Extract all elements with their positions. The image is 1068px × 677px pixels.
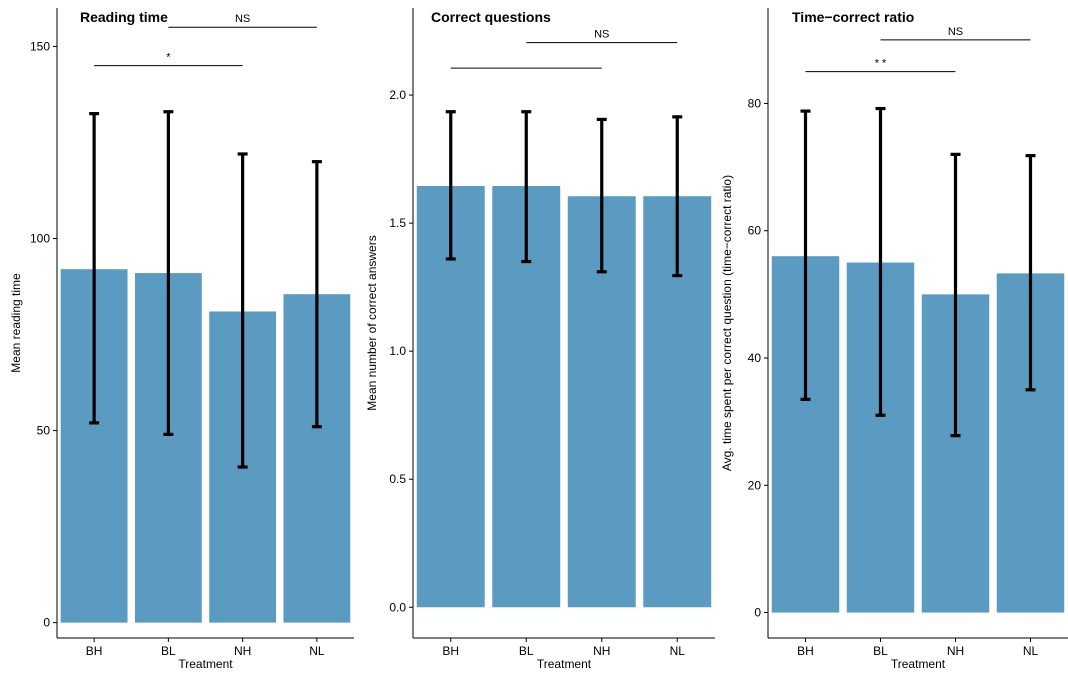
error-bar-nh (237, 152, 248, 469)
x-tick-label: NH (947, 644, 964, 658)
y-tick-label: 40 (748, 351, 762, 365)
significance-label: * * (875, 58, 887, 70)
panel-2: NS 0.0 0.5 1.0 1.5 2.0 BH BL NH NL Treatment Mean n… (365, 8, 715, 671)
y-tick-label: 0 (754, 606, 761, 620)
significance-label: * (166, 52, 171, 64)
significance-label: NS (235, 13, 250, 25)
error-bar-nh (950, 152, 961, 438)
x-tick-label: BL (519, 644, 534, 658)
x-tick-label: NL (670, 644, 686, 658)
panel-title: Correct questions (431, 9, 551, 25)
error-bar-bl (163, 110, 174, 437)
x-tick-label: BL (873, 644, 888, 658)
x-tick-label: BH (797, 644, 814, 658)
y-tick-label: 150 (30, 39, 50, 53)
x-tick-label: BH (86, 644, 103, 658)
y-tick-label: 20 (748, 478, 762, 492)
error-bar-bh (445, 110, 456, 261)
y-tick-label: 1.5 (389, 216, 406, 230)
error-bar-bh (800, 109, 811, 401)
significance-label: NS (594, 29, 609, 41)
y-tick-label: 0.5 (389, 472, 406, 486)
panel-3: * * NS 0 20 40 60 80 BH BL NH NL Treatment Avg. time… (720, 8, 1068, 671)
x-axis-title: Treatment (178, 657, 233, 671)
error-bar-nh (596, 117, 607, 274)
x-axis-title: Treatment (537, 657, 592, 671)
error-bar-nl (1025, 154, 1036, 392)
y-tick-label: 60 (748, 224, 762, 238)
x-tick-label: NL (1023, 644, 1039, 658)
y-tick-label: 80 (748, 96, 762, 110)
x-tick-label: NH (593, 644, 610, 658)
x-tick-label: BH (442, 644, 459, 658)
error-bar-nl (311, 160, 322, 429)
x-tick-label: BL (161, 644, 176, 658)
y-axis-title: Avg. time spent per correct question (ti… (720, 175, 734, 471)
y-tick-label: 1.0 (389, 344, 406, 358)
x-tick-label: NL (309, 644, 325, 658)
x-axis-title: Treatment (891, 657, 946, 671)
y-tick-label: 0.0 (389, 600, 406, 614)
error-bar-bl (875, 106, 886, 417)
y-tick-label: 2.0 (389, 88, 406, 102)
y-axis-title: Mean number of correct answers (365, 235, 379, 410)
error-bar-bh (89, 112, 100, 425)
panel-1: * NS 0 50 100 150 BH BL NH NL Treatment Mean readin… (9, 8, 354, 671)
error-bar-bl (521, 110, 532, 264)
y-tick-label: 50 (37, 424, 51, 438)
y-tick-label: 100 (30, 231, 50, 245)
y-tick-label: 0 (43, 616, 50, 630)
panel-title: Reading time (80, 9, 168, 25)
significance-label: NS (948, 26, 963, 38)
error-bar-nl (672, 115, 683, 278)
panel-title: Time−correct ratio (792, 9, 914, 25)
x-tick-label: NH (234, 644, 251, 658)
y-axis-title: Mean reading time (9, 273, 23, 373)
